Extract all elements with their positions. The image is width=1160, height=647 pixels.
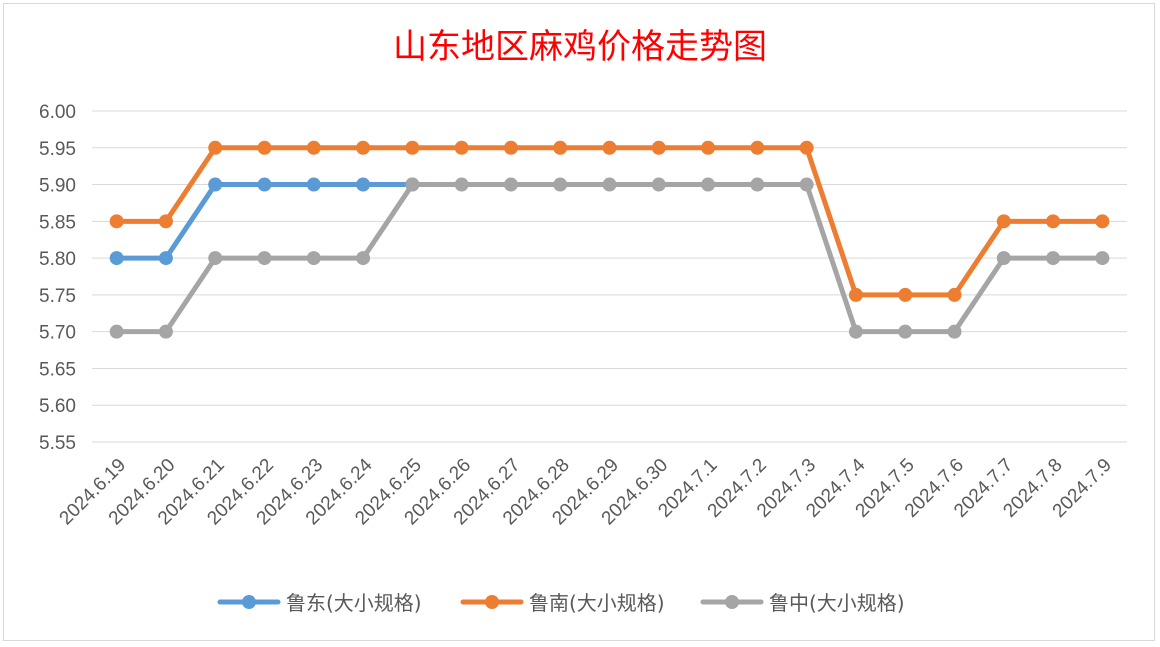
data-point: [158, 251, 173, 266]
data-point: [996, 251, 1011, 266]
data-point: [109, 324, 124, 339]
data-point: [356, 140, 371, 155]
data-point: [306, 251, 321, 266]
y-axis-ticks: 5.55 5.60 5.65 5.70 5.75 5.80 5.85 5.90 5.95 6.00: [39, 102, 76, 454]
data-point: [799, 140, 814, 155]
y-tick-label: 5.95: [39, 139, 76, 160]
data-point: [208, 140, 223, 155]
data-point: [602, 177, 617, 192]
legend-label: 鲁东(大小规格): [286, 591, 422, 615]
legend-item-2: 鲁中(大小规格): [700, 591, 905, 615]
data-point: [356, 251, 371, 266]
data-point: [1046, 214, 1061, 229]
data-point: [898, 287, 913, 302]
legend: 鲁东(大小规格) 鲁南(大小规格) 鲁中(大小规格): [217, 591, 905, 615]
data-point: [158, 324, 173, 339]
data-point: [848, 287, 863, 302]
data-point: [356, 177, 371, 192]
data-point: [405, 177, 420, 192]
data-point: [947, 324, 962, 339]
data-point: [799, 177, 814, 192]
data-point: [306, 177, 321, 192]
chart-title: 山东地区麻鸡价格走势图: [393, 27, 767, 67]
y-tick-label: 5.70: [39, 323, 76, 344]
data-point: [503, 177, 518, 192]
legend-label: 鲁南(大小规格): [529, 591, 665, 615]
data-point: [750, 140, 765, 155]
y-tick-label: 5.60: [39, 396, 76, 417]
data-point: [306, 140, 321, 155]
data-point: [109, 251, 124, 266]
gridlines: [92, 110, 1127, 443]
data-point: [109, 214, 124, 229]
legend-swatch-marker: [242, 595, 256, 609]
data-point: [503, 140, 518, 155]
y-tick-label: 5.85: [39, 212, 76, 233]
data-point: [553, 140, 568, 155]
data-point: [454, 177, 469, 192]
y-tick-label: 5.55: [39, 433, 76, 454]
data-point: [208, 177, 223, 192]
data-point: [208, 251, 223, 266]
y-tick-label: 5.80: [39, 249, 76, 270]
data-point: [947, 287, 962, 302]
data-point: [257, 140, 272, 155]
y-tick-label: 5.65: [39, 359, 76, 380]
data-point: [553, 177, 568, 192]
data-point: [848, 324, 863, 339]
data-point: [1095, 251, 1110, 266]
data-point: [996, 214, 1011, 229]
legend-item-1: 鲁南(大小规格): [460, 591, 665, 615]
y-tick-label: 6.00: [39, 102, 76, 123]
series-2: [109, 177, 1110, 339]
y-tick-label: 5.90: [39, 176, 76, 197]
data-point: [257, 251, 272, 266]
data-point: [257, 177, 272, 192]
data-point: [1095, 214, 1110, 229]
data-point: [651, 177, 666, 192]
legend-swatch-marker: [485, 595, 499, 609]
data-point: [701, 177, 716, 192]
data-point: [405, 140, 420, 155]
data-point: [158, 214, 173, 229]
y-tick-label: 5.75: [39, 286, 76, 307]
legend-label: 鲁中(大小规格): [769, 591, 905, 615]
data-point: [454, 140, 469, 155]
data-point: [602, 140, 617, 155]
data-point: [1046, 251, 1061, 266]
data-point: [701, 140, 716, 155]
legend-item-0: 鲁东(大小规格): [217, 591, 422, 615]
series-layer: [109, 140, 1110, 339]
series-1: [109, 140, 1110, 302]
data-point: [651, 140, 666, 155]
data-point: [898, 324, 913, 339]
x-axis-ticks: 2024.6.192024.6.202024.6.212024.6.222024…: [56, 454, 1116, 529]
legend-swatch-marker: [725, 595, 739, 609]
data-point: [750, 177, 765, 192]
